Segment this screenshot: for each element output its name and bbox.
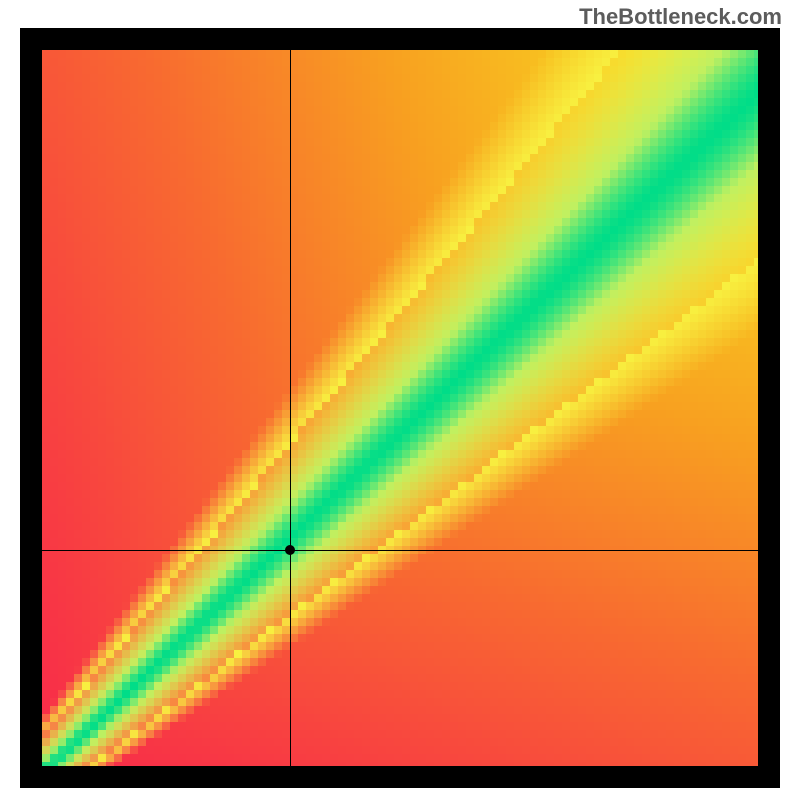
heatmap-canvas [42,50,758,766]
crosshair-horizontal [42,550,758,551]
watermark-text: TheBottleneck.com [579,4,782,30]
plot-area [42,50,758,766]
crosshair-vertical [290,50,291,766]
chart-outer-frame [20,28,780,788]
crosshair-marker [285,545,295,555]
